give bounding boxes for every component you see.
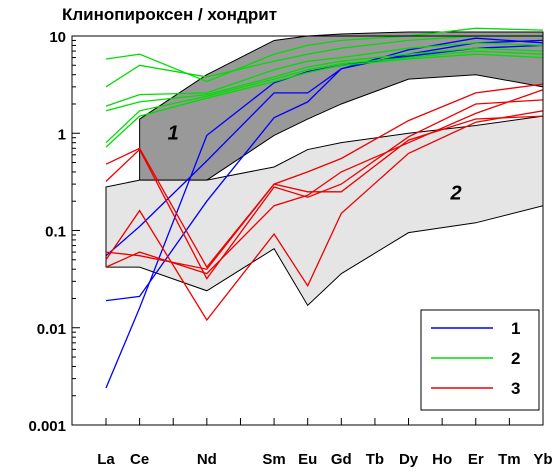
y-tick-label: 0.1 (45, 224, 66, 241)
series-1-line-2 (105, 39, 544, 302)
legend-label-3: 3 (511, 379, 520, 398)
legend-box (420, 309, 540, 411)
x-tick-label-dy: Dy (399, 451, 419, 468)
legend: 1 2 3 (420, 309, 540, 411)
y-tick-label: 10 (49, 29, 66, 46)
region-labels: 12 (168, 122, 462, 204)
series-3-line-12 (105, 110, 544, 322)
x-tick-label-sm: Sm (262, 451, 285, 468)
series-2-line-6 (105, 42, 544, 107)
series-1-line-1 (105, 37, 544, 257)
x-tick-label-nd: Nd (197, 451, 217, 468)
x-tick-label-tb: Tb (366, 451, 384, 468)
x-tick-label-ho: Ho (432, 451, 452, 468)
series-3-line-13 (105, 89, 544, 275)
series-3-line-14 (105, 115, 544, 270)
x-tick-label-eu: Eu (298, 451, 317, 468)
x-tick-label-tm: Tm (498, 451, 521, 468)
x-tick-label-la: La (97, 451, 115, 468)
legend-label-2: 2 (511, 349, 520, 368)
series-2-line-7 (105, 47, 544, 112)
chart-title: Клинопироксен / хондрит (62, 5, 277, 24)
series-2-line-4 (105, 27, 544, 83)
series-3-line-10 (105, 83, 544, 269)
x-tick-label-er: Er (468, 451, 484, 468)
series-lines (105, 27, 544, 389)
series-2-line-9 (105, 53, 544, 148)
series-2-line-8 (105, 50, 544, 144)
x-tick-label-gd: Gd (331, 451, 352, 468)
y-tick-label: 0.01 (37, 321, 66, 338)
y-tick-label: 0.001 (28, 418, 66, 435)
legend-label-1: 1 (511, 319, 520, 338)
y-tick-label: 1 (58, 126, 66, 143)
series-3-line-11 (105, 99, 544, 280)
x-tick-label-yb: Yb (533, 451, 552, 468)
series-1-line-3 (105, 44, 544, 389)
x-tick-label-ce: Ce (130, 451, 149, 468)
axes: 0.001 0.01 0.1 1 10 La Ce Nd Sm Eu Gd Tb Dy Ho Er Tm Yb (28, 29, 552, 468)
region-label-2: 2 (450, 183, 462, 205)
region-label-1: 1 (168, 122, 179, 144)
field-regions (105, 31, 544, 307)
series-2-line-5 (105, 35, 543, 88)
